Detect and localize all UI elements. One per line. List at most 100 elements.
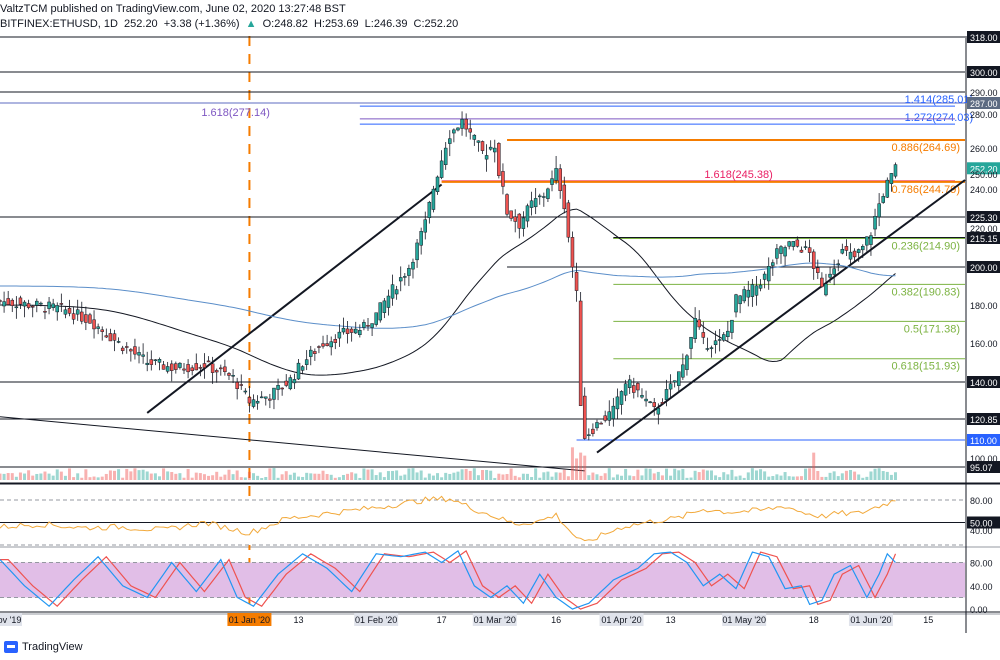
candle [787,241,791,247]
volume-bar [166,471,170,480]
candle [505,194,509,215]
candle [611,405,616,420]
volume-bar [660,475,664,480]
candle [411,261,415,270]
candle [186,364,190,373]
volume-bar [292,472,296,480]
volume-bar [648,468,652,480]
volume-bar [215,471,219,480]
volume-bar [313,473,317,480]
candle [300,366,305,371]
volume-bar [59,471,63,480]
volume-bar [722,472,726,480]
volume-bar [452,472,456,480]
volume-bar [14,476,18,480]
candle [779,246,783,254]
price-axis-label: 260.00 [970,144,998,154]
change-value: +3.38 (+1.36%) [163,18,240,30]
candle [603,415,607,421]
volume-bar [43,471,47,480]
volume-bar [742,477,746,480]
candle [329,341,333,348]
fib-label: 0.236(214.90) [892,240,961,252]
volume-bar [235,470,239,480]
time-axis-label: 15 [923,615,933,625]
candle [382,300,387,313]
volume-bar [705,470,709,480]
volume-bar [186,468,190,480]
tradingview-logo[interactable]: TradingView [4,641,83,653]
candle [22,301,27,307]
volume-bar [133,468,137,480]
candle [407,268,411,276]
volume-bar [219,476,223,480]
candle [403,276,407,278]
volume-bar [72,477,76,480]
candle [881,196,885,203]
candle [43,310,47,313]
volume-bar [427,473,431,480]
candle [644,398,648,402]
volume-bar [656,471,660,480]
volume-bar [63,475,67,480]
candle [754,285,759,296]
candle [227,373,231,376]
volume-bar [636,469,640,480]
volume-bar [2,473,6,480]
low-value: L:246.39 [364,18,408,30]
candle [353,328,358,334]
volume-bar [190,477,194,480]
price-axis-label: 95.07 [970,463,993,473]
moving-average-50 [0,208,896,376]
rsi-axis-label: 50.00 [970,519,993,529]
volume-bar [104,473,108,480]
volume-bar [771,476,775,480]
candle [304,359,309,365]
candle [722,334,726,341]
candle [439,160,444,178]
price-axis-badge [967,461,1000,473]
volume-bar [583,455,587,480]
volume-bar [832,471,836,480]
volume-bar [337,477,341,480]
volume-bar [538,477,542,480]
volume-bar [558,472,562,480]
candle [533,198,538,208]
price-axis-badge [967,261,1000,273]
price-axis-label: 287.00 [970,99,998,109]
candle [730,319,734,333]
volume-bar [125,468,129,480]
volume-bar [207,475,211,480]
candle [493,147,497,153]
price-axis-badge [967,31,1000,43]
candle [517,213,522,229]
publisher-line: ValtzTCM published on TradingView.com, J… [0,3,346,15]
candle [480,141,485,151]
price-axis-label: 250.00 [970,170,998,180]
volume-bar [824,476,828,480]
candle [210,363,215,373]
volume-bar [525,473,529,480]
candle [67,308,72,314]
volume-bar [787,476,791,480]
candle [656,408,661,415]
price-axis-badge [967,211,1000,223]
candle [734,294,738,313]
volume-bar [145,471,149,480]
symbol-label[interactable]: BITFINEX:ETHUSD, 1D [0,18,118,30]
volume-bar [403,474,407,480]
candle [640,395,644,398]
candle [431,188,436,210]
candle [223,366,227,373]
volume-bar [669,475,673,480]
volume-bar [247,471,251,480]
time-axis-label: 01 May '20 [722,615,766,625]
volume-bar [476,475,480,480]
volume-bar [693,470,697,480]
volume-bar [505,474,509,480]
candle [125,346,129,348]
volume-bar [677,470,681,480]
candle [582,395,587,439]
candle [574,272,579,291]
